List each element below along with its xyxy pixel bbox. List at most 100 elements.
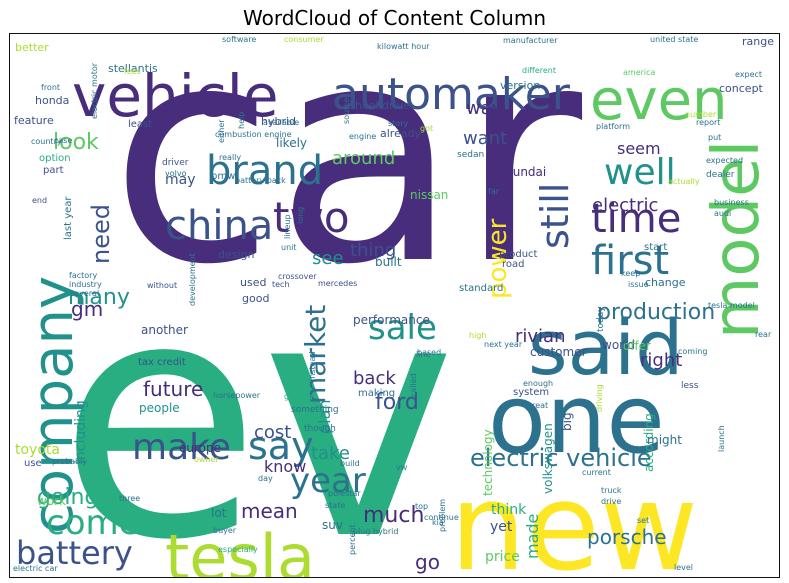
cloud-word-automaker: automaker xyxy=(332,69,571,120)
cloud-word-europe: europe xyxy=(179,441,221,455)
cloud-word-time: time xyxy=(591,196,681,242)
cloud-word-car: car xyxy=(110,34,585,330)
cloud-word-probably: probably xyxy=(52,457,87,466)
cloud-word-offer: offer xyxy=(623,339,651,353)
cloud-word-vehicle: vehicle xyxy=(72,62,279,130)
cloud-word-way: way xyxy=(466,98,503,119)
cloud-word-thing: thing xyxy=(350,240,396,261)
cloud-word-tax-credit: tax credit xyxy=(138,357,186,368)
cloud-word-mercedes: mercedes xyxy=(318,279,357,288)
cloud-word-expected: expected xyxy=(706,156,743,165)
wordcloud: carevnewonevehiclecompanyteslasaidmodela… xyxy=(13,34,774,578)
cloud-word-mean: mean xyxy=(241,499,298,523)
cloud-word-much: much xyxy=(363,503,424,528)
cloud-word-hybrid: hybrid xyxy=(261,115,296,128)
cloud-word-sale: sale xyxy=(368,308,437,348)
cloud-word-technology: technology xyxy=(481,429,495,496)
cloud-word-rivian: rivian xyxy=(515,326,566,347)
cloud-word-according: according xyxy=(642,413,656,472)
cloud-word-last-year: last year xyxy=(63,196,74,240)
cloud-word-expect: expect xyxy=(735,70,762,79)
cloud-word-crossover: crossover xyxy=(278,272,317,281)
cloud-word-day: day xyxy=(258,474,273,483)
cloud-word-big: big xyxy=(560,412,574,431)
cloud-word-many: many xyxy=(68,285,130,310)
cloud-word-may: may xyxy=(165,172,196,188)
cloud-word-stellantis: stellantis xyxy=(108,62,158,75)
cloud-word-good: good xyxy=(242,292,269,305)
cloud-word-hyundai: hyundai xyxy=(498,165,546,179)
cloud-word-kilowatt-hour: kilowatt hour xyxy=(377,42,430,51)
cloud-word-see: see xyxy=(312,248,344,269)
cloud-word-people: people xyxy=(139,401,180,415)
cloud-word-different: different xyxy=(522,66,556,75)
cloud-word-use: use xyxy=(24,458,42,469)
cloud-word-next-year: next year xyxy=(484,340,523,349)
cloud-word-seem: seem xyxy=(617,139,661,158)
cloud-word-based: based xyxy=(417,348,441,357)
cloud-word-feature: feature xyxy=(14,114,54,127)
cloud-word-case: case xyxy=(54,136,72,145)
cloud-word-concept: concept xyxy=(719,82,764,95)
cloud-word-sedan: sedan xyxy=(457,150,484,160)
cloud-word-look: look xyxy=(53,130,99,155)
cloud-word-put: put xyxy=(708,133,721,142)
cloud-word-go: go xyxy=(415,550,440,574)
cloud-word-lineup: lineup xyxy=(283,214,292,239)
cloud-word-really: really xyxy=(219,153,241,162)
cloud-word-long: long xyxy=(296,207,305,224)
cloud-word-level: level xyxy=(674,563,693,572)
cloud-word-change: change xyxy=(645,276,686,289)
cloud-word-industry: industry xyxy=(69,280,102,289)
cloud-word-version: version xyxy=(500,79,540,92)
cloud-word-unit: unit xyxy=(281,243,297,252)
cloud-word-dealer: dealer xyxy=(706,170,735,180)
cloud-word-price: price xyxy=(485,549,520,565)
cloud-word-issue: issue xyxy=(628,280,649,289)
cloud-word-battery: battery xyxy=(16,534,133,572)
cloud-word-available: available xyxy=(263,118,299,127)
cloud-word-far: far xyxy=(488,187,500,196)
cloud-word-world: world xyxy=(602,338,635,352)
cloud-word-making: making xyxy=(358,388,395,399)
cloud-word-volvo: volvo xyxy=(165,169,187,178)
cloud-word-right: right xyxy=(640,350,682,371)
cloud-word-business: business xyxy=(714,198,749,207)
cloud-word-tesla: tesla xyxy=(165,521,315,578)
cloud-word-model: model xyxy=(700,140,774,339)
cloud-word-rear: rear xyxy=(755,330,772,339)
wordcloud-frame: car ev new one vehicle company tesla said model a… xyxy=(9,33,780,578)
cloud-word-made: made xyxy=(523,514,542,559)
cloud-word-start: start xyxy=(644,242,667,253)
cloud-word-porsche: porsche xyxy=(587,525,667,549)
cloud-word-volkswagen: volkswagen xyxy=(541,423,555,494)
cloud-word-make: make xyxy=(132,427,231,468)
cloud-word-actually: actually xyxy=(668,177,700,186)
cloud-word-factory: factory xyxy=(69,271,97,280)
cloud-word-least: least xyxy=(128,119,152,130)
cloud-word-another: another xyxy=(141,323,188,337)
cloud-word-consumer: consumer xyxy=(284,35,324,44)
cloud-word-instead: instead xyxy=(308,352,317,382)
cloud-word-getting: getting xyxy=(284,392,313,401)
cloud-word-range: range xyxy=(742,35,774,48)
cloud-word-design: design xyxy=(218,248,255,261)
cloud-word-company: company xyxy=(21,276,86,534)
cloud-word-battery-pack: battery pack xyxy=(235,176,286,185)
cloud-word-less: less xyxy=(681,381,699,391)
cloud-word-lot: lot xyxy=(211,506,227,520)
cloud-word-said: said xyxy=(528,303,684,392)
cloud-word-front: front xyxy=(41,83,60,92)
page-title: WordCloud of Content Column xyxy=(242,6,547,30)
cloud-word-though: though xyxy=(304,424,336,434)
cloud-word-one: one xyxy=(488,365,665,475)
cloud-word-back: back xyxy=(353,368,396,389)
cloud-word-electric-car: electric car xyxy=(13,564,58,573)
cloud-word-today: today xyxy=(596,306,606,332)
cloud-word-market: market xyxy=(299,305,332,404)
cloud-word-think: think xyxy=(491,502,527,518)
cloud-word-keep: keep xyxy=(621,269,640,278)
cloud-word-take: take xyxy=(311,443,350,464)
cloud-word-country: country xyxy=(31,137,62,146)
cloud-word-wheel-drive: wheel drive xyxy=(346,99,410,112)
